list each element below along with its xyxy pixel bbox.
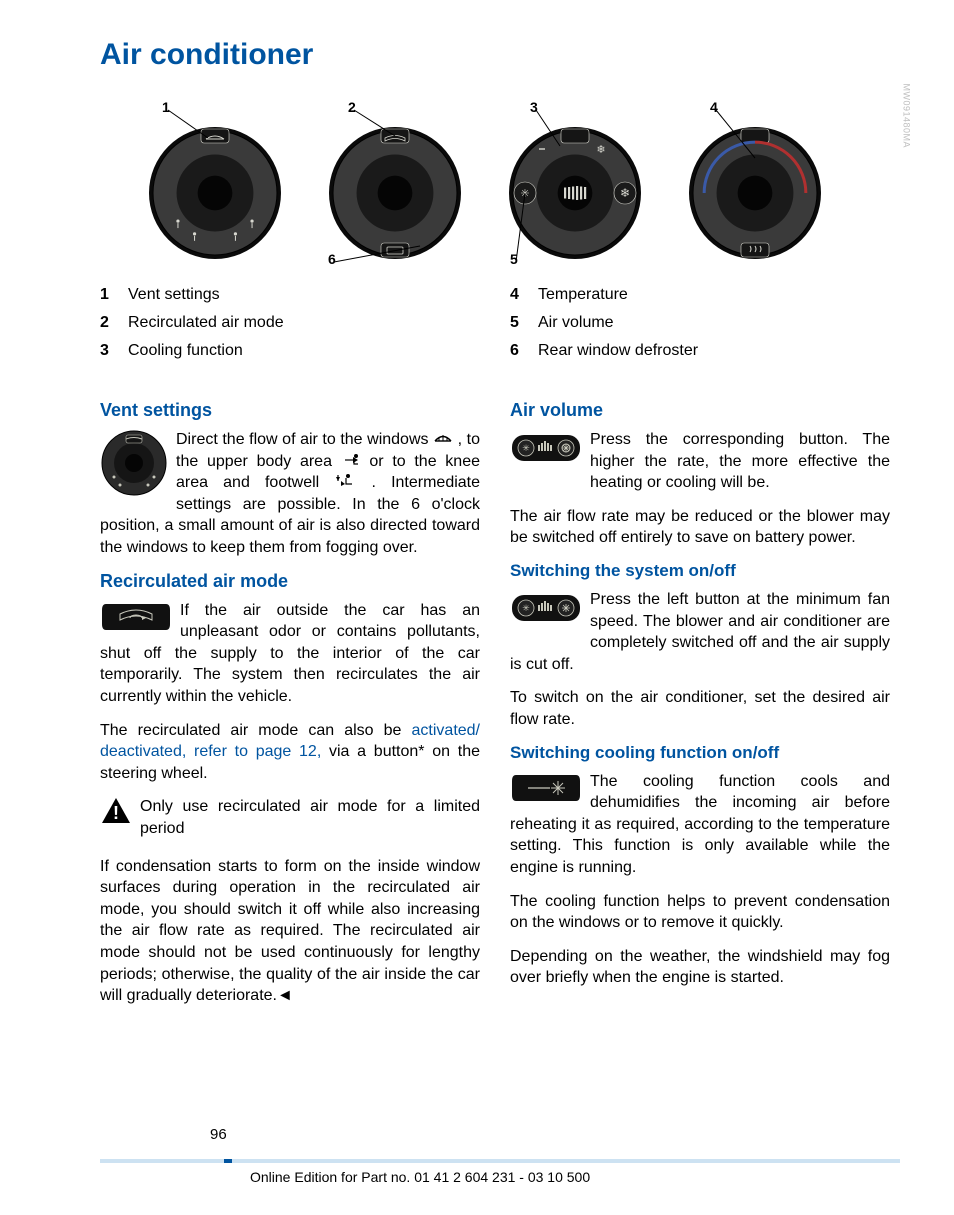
vent-settings-heading: Vent settings — [100, 400, 480, 421]
svg-text:❄: ❄ — [620, 186, 630, 200]
svg-text:5: 5 — [510, 251, 518, 267]
legend-num: 3 — [100, 342, 128, 360]
footer-text: Online Edition for Part no. 01 41 2 604 … — [250, 1169, 900, 1185]
page-title: Air conditioner — [100, 38, 900, 72]
warning-block: ! Only use recirculated air mode for a l… — [100, 796, 480, 845]
svg-text:4: 4 — [710, 99, 718, 115]
legend-text: Recirculated air mode — [128, 314, 284, 332]
legend-text: Air volume — [538, 314, 614, 332]
svg-text:2: 2 — [348, 99, 356, 115]
legend-row: 5Air volume — [510, 314, 890, 332]
right-column: Air volume ✳ Press the corresponding but… — [510, 396, 890, 1019]
switch-p2: To switch on the air conditioner, set th… — [510, 687, 890, 730]
legend-num: 2 — [100, 314, 128, 332]
vent-settings-body: Direct the flow of air to the windows , … — [100, 429, 480, 559]
recirc-button-icon — [100, 600, 172, 641]
legend-row: 6Rear window defroster — [510, 342, 890, 360]
switch-button-icon: ✳ — [510, 589, 582, 634]
airvol-heading: Air volume — [510, 400, 890, 421]
recirc-heading: Recirculated air mode — [100, 571, 480, 592]
windshield-icon — [433, 429, 453, 451]
legend-text: Temperature — [538, 286, 628, 304]
chapter-tab: Climate control — [0, 24, 48, 434]
svg-text:!: ! — [113, 803, 119, 823]
legend-text: Rear window defroster — [538, 342, 698, 360]
warn-p1: Only use recirculated air mode for a lim… — [100, 796, 480, 839]
legend-num: 1 — [100, 286, 128, 304]
upper-body-icon — [341, 451, 361, 473]
svg-text:6: 6 — [328, 251, 336, 267]
cool-heading: Switching cooling function on/off — [510, 743, 890, 763]
cool-p2: The cooling function helps to prevent co… — [510, 891, 890, 934]
svg-text:❄: ❄ — [596, 144, 605, 156]
footer-bar — [100, 1159, 900, 1163]
vent-dial-icon — [100, 429, 168, 504]
cool-p3: Depending on the weather, the windshield… — [510, 946, 890, 989]
legend-row: 1Vent settings — [100, 286, 480, 304]
legend-text: Cooling function — [128, 342, 243, 360]
page-number: 96 — [210, 1126, 900, 1143]
legend-row: 4Temperature — [510, 286, 890, 304]
svg-text:✳: ✳ — [522, 603, 530, 613]
chapter-tab-text: Climate control — [0, 80, 2, 386]
body-columns: Vent settings Direct the flow of air to … — [100, 396, 900, 1019]
diagram-code: MW091480MA — [902, 83, 912, 148]
airvol-body: ✳ Press the corresponding button. The hi… — [510, 429, 890, 494]
airvol-p1: Press the corresponding button. The high… — [590, 431, 890, 491]
recirc-p2a: The recirculated air mode can also be — [100, 722, 412, 739]
footwell-icon — [334, 472, 356, 494]
cool-button-icon — [510, 771, 582, 812]
cool-body: The cooling function cools and dehumidif… — [510, 771, 890, 879]
airvol-button-icon: ✳ — [510, 429, 582, 474]
left-column: Vent settings Direct the flow of air to … — [100, 396, 480, 1019]
switch-body: ✳ Press the left button at the minimum f… — [510, 589, 890, 675]
legend-text: Vent settings — [128, 286, 220, 304]
legend-row: 3Cooling function — [100, 342, 480, 360]
recirc-body: If the air outside the car has an unplea… — [100, 600, 480, 708]
legend-row: 2Recirculated air mode — [100, 314, 480, 332]
legend-num: 5 — [510, 314, 538, 332]
warning-icon: ! — [100, 796, 132, 831]
warn-p2: If condensation starts to form on the in… — [100, 856, 480, 1007]
page-footer: 96 Online Edition for Part no. 01 41 2 6… — [100, 1126, 900, 1185]
svg-text:✳: ✳ — [522, 443, 530, 453]
legend-num: 6 — [510, 342, 538, 360]
recirc-p2: The recirculated air mode can also be ac… — [100, 720, 480, 785]
legend-num: 4 — [510, 286, 538, 304]
vent-p1a: Direct the flow of air to the windows — [176, 431, 433, 448]
page-content: Air conditioner ❄✳❄123456 MW091480MA 1Ve… — [100, 38, 900, 1019]
airvol-p2: The air flow rate may be reduced or the … — [510, 506, 890, 549]
svg-text:1: 1 — [162, 99, 170, 115]
ac-diagram: ❄✳❄123456 MW091480MA — [100, 88, 900, 268]
svg-text:3: 3 — [530, 99, 538, 115]
diagram-legend: 1Vent settings2Recirculated air mode3Coo… — [100, 286, 900, 370]
switch-heading: Switching the system on/off — [510, 561, 890, 581]
